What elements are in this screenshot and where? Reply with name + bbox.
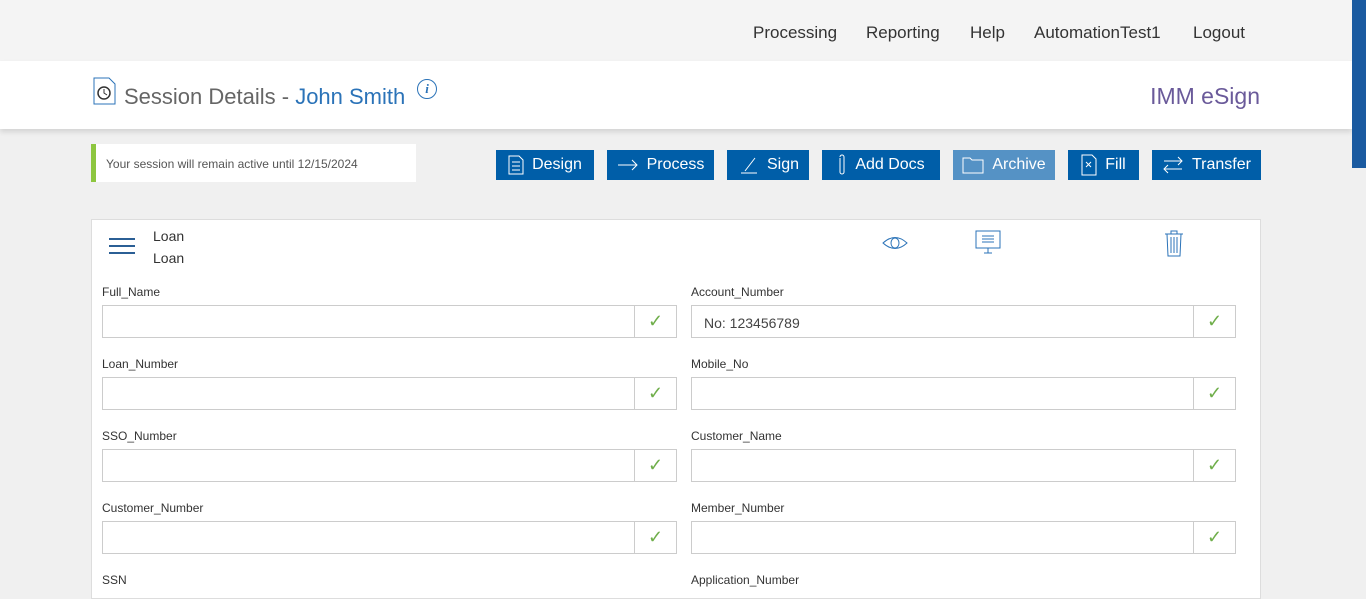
field-input[interactable]: ✓ [691, 521, 1236, 554]
field-input[interactable]: ✓ [102, 521, 677, 554]
arrow-right-icon [617, 159, 638, 171]
field-label: SSO_Number [102, 429, 177, 443]
brand-logo: IMM eSign [1150, 83, 1260, 109]
nav-user[interactable]: AutomationTest1 [1034, 23, 1161, 42]
archive-button[interactable]: Archive [953, 150, 1055, 180]
document-card: Loan Loan Full_Name ✓ Account_Number No: 12… [91, 219, 1261, 599]
checkmark-icon[interactable]: ✓ [1193, 522, 1235, 553]
page-header: Session Details - John Smith i IMM eSign [0, 61, 1352, 129]
field-input[interactable]: ✓ [102, 449, 677, 482]
checkmark-icon[interactable]: ✓ [1193, 450, 1235, 481]
process-label: Process [646, 156, 705, 173]
checkmark-icon[interactable]: ✓ [634, 522, 676, 553]
sign-label: Sign [766, 156, 800, 173]
field-label: SSN [102, 573, 127, 587]
checkmark-icon[interactable]: ✓ [634, 450, 676, 481]
archive-label: Archive [992, 156, 1046, 173]
field-label: Application_Number [691, 573, 800, 587]
fill-button[interactable]: Fill [1068, 150, 1139, 180]
add-docs-label: Add Docs [855, 156, 925, 173]
checkmark-icon[interactable]: ✓ [634, 306, 676, 337]
checkmark-icon[interactable]: ✓ [1193, 306, 1235, 337]
field-label: Customer_Name [691, 429, 782, 443]
transfer-label: Transfer [1192, 156, 1251, 173]
info-icon[interactable]: i [417, 79, 437, 99]
add-docs-button[interactable]: Add Docs [822, 150, 940, 180]
paperclip-icon [839, 154, 845, 175]
trash-icon[interactable] [1163, 230, 1185, 258]
document-type: Loan [153, 250, 185, 266]
title-text: Session Details - [124, 84, 296, 109]
checkmark-icon[interactable]: ✓ [634, 378, 676, 409]
fill-label: Fill [1105, 156, 1126, 173]
field-input[interactable]: No: 123456789 ✓ [691, 305, 1236, 338]
scrollbar-thumb[interactable] [1352, 0, 1366, 168]
fill-doc-icon [1081, 154, 1097, 176]
field-label: Mobile_No [691, 357, 749, 371]
nav-help[interactable]: Help [970, 23, 1005, 42]
document-name: Loan [153, 228, 185, 244]
session-name: John Smith [295, 84, 406, 109]
field-label: Member_Number [691, 501, 785, 515]
field-label: Customer_Number [102, 501, 204, 515]
eye-icon[interactable] [882, 236, 908, 250]
page-title: Session Details - John Smith [124, 84, 405, 110]
nav-processing[interactable]: Processing [753, 23, 838, 42]
scrollbar[interactable] [1352, 0, 1366, 589]
nav-logout[interactable]: Logout [1193, 23, 1245, 42]
field-label: Account_Number [691, 285, 784, 299]
field-label: Loan_Number [102, 357, 179, 371]
design-button[interactable]: Design [496, 150, 594, 180]
design-icon [508, 155, 524, 175]
field-input[interactable]: ✓ [691, 377, 1236, 410]
transfer-icon [1163, 156, 1183, 174]
nav-reporting[interactable]: Reporting [866, 23, 940, 42]
process-button[interactable]: Process [607, 150, 714, 180]
folder-icon [962, 157, 984, 174]
design-label: Design [532, 156, 582, 173]
field-value: No: 123456789 [704, 315, 800, 331]
sign-button[interactable]: Sign [727, 150, 809, 180]
session-history-icon [93, 77, 116, 105]
session-notice: Your session will remain active until 12… [91, 144, 416, 182]
pen-icon [740, 157, 757, 174]
field-input[interactable]: ✓ [102, 377, 677, 410]
top-nav: Processing Reporting Help AutomationTest… [0, 0, 1352, 61]
transfer-button[interactable]: Transfer [1152, 150, 1261, 180]
field-input[interactable]: ✓ [691, 449, 1236, 482]
field-input[interactable]: ✓ [102, 305, 677, 338]
hamburger-menu-icon[interactable] [109, 238, 135, 259]
presentation-icon[interactable] [975, 230, 1003, 256]
checkmark-icon[interactable]: ✓ [1193, 378, 1235, 409]
field-label: Full_Name [102, 285, 161, 299]
